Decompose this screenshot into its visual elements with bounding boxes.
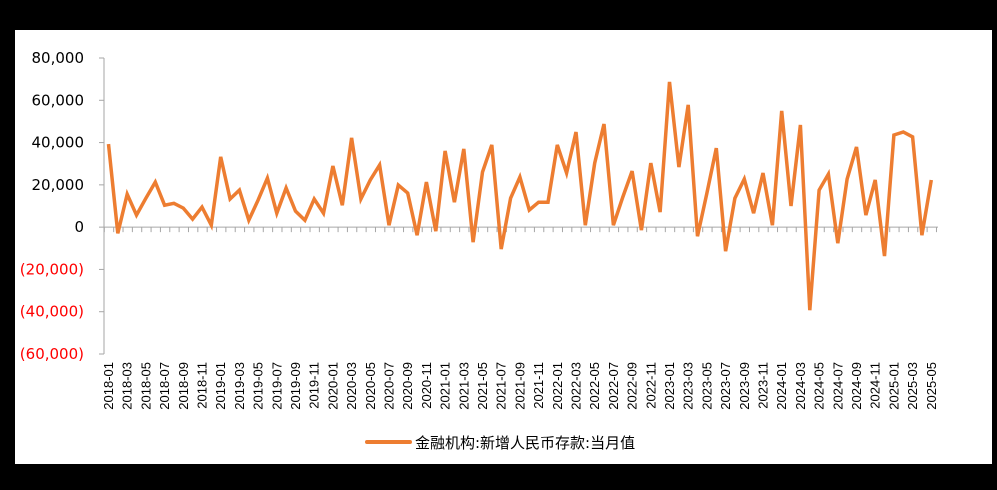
x-tick-label: 2022-03 [569, 362, 584, 410]
x-tick-label: 2025-01 [886, 362, 901, 410]
x-tick-label: 2022-07 [606, 362, 621, 410]
x-tick-label: 2023-03 [681, 362, 696, 410]
y-tick-label: 80,000 [32, 49, 85, 67]
data-series-line [106, 81, 934, 311]
x-tick-label: 2021-05 [475, 362, 490, 410]
x-tick-label: 2021-07 [494, 362, 509, 410]
x-tick-label: 2018-01 [101, 362, 116, 410]
x-tick-label: 2020-05 [363, 362, 378, 410]
x-tick-label: 2021-01 [438, 362, 453, 410]
x-tick-label: 2018-11 [195, 362, 210, 409]
x-tick-label: 2020-11 [419, 362, 434, 409]
y-tick-label: 20,000 [32, 176, 85, 194]
x-tick-label: 2020-09 [400, 362, 415, 410]
x-tick-label: 2020-03 [344, 362, 359, 410]
x-tick-label: 2019-03 [232, 362, 247, 410]
chart-panel: 80,000 60,000 40,000 20,000 0 (20,000) (40,000… [15, 30, 992, 464]
y-tick-label: 40,000 [32, 134, 85, 152]
x-tick-label: 2019-09 [288, 362, 303, 410]
x-tick-label: 2024-09 [849, 362, 864, 410]
x-tick-label: 2023-01 [662, 362, 677, 410]
x-tick-label: 2024-05 [812, 362, 827, 410]
x-tick-label: 2021-03 [456, 362, 471, 410]
x-tick-label: 2024-03 [793, 362, 808, 410]
x-tick-label: 2021-09 [512, 362, 527, 410]
y-tick-label: (60,000) [20, 345, 84, 363]
x-tick-label: 2022-11 [643, 362, 658, 409]
x-tick-label: 2025-05 [924, 362, 939, 410]
x-tick-label: 2019-07 [269, 362, 284, 410]
y-tick-label: 0 [74, 218, 84, 236]
x-tick-label: 2022-01 [550, 362, 565, 410]
x-tick-label: 2022-09 [625, 362, 640, 410]
x-tick-label: 2024-01 [774, 362, 789, 410]
x-tick-label: 2022-05 [587, 362, 602, 410]
x-tick-label: 2018-05 [138, 362, 153, 410]
x-tick-label: 2023-11 [756, 362, 771, 409]
y-tick-label: 60,000 [32, 91, 85, 109]
x-axis: 2018-01 2018-03 2018-05 2018-07 2018-09 2018-… [101, 226, 939, 410]
x-tick-label: 2024-11 [868, 362, 883, 409]
x-tick-label: 2024-07 [830, 362, 845, 410]
x-tick-label: 2019-11 [307, 362, 322, 409]
x-tick-label: 2019-01 [213, 362, 228, 410]
x-tick-label: 2018-09 [176, 362, 191, 410]
x-tick-label: 2018-07 [157, 362, 172, 410]
y-tick-label: (20,000) [20, 260, 84, 278]
legend-label: 金融机构:新增人民币存款:当月值 [415, 434, 635, 452]
x-tick-label: 2025-03 [905, 362, 920, 410]
legend: 金融机构:新增人民币存款:当月值 [365, 434, 635, 452]
x-tick-label: 2023-09 [737, 362, 752, 410]
x-tick-label: 2020-01 [325, 362, 340, 410]
x-tick-label: 2020-07 [382, 362, 397, 410]
line-chart: 80,000 60,000 40,000 20,000 0 (20,000) (40,000… [20, 49, 939, 452]
plot-area [106, 81, 934, 311]
x-tick-label: 2019-05 [251, 362, 266, 410]
x-tick-label: 2021-11 [531, 362, 546, 409]
x-tick-label: 2023-05 [699, 362, 714, 410]
x-tick-label: 2023-07 [718, 362, 733, 410]
y-tick-label: (40,000) [20, 303, 84, 321]
x-tick-label: 2018-03 [120, 362, 135, 410]
y-axis: 80,000 60,000 40,000 20,000 0 (20,000) (40,000… [20, 49, 105, 363]
